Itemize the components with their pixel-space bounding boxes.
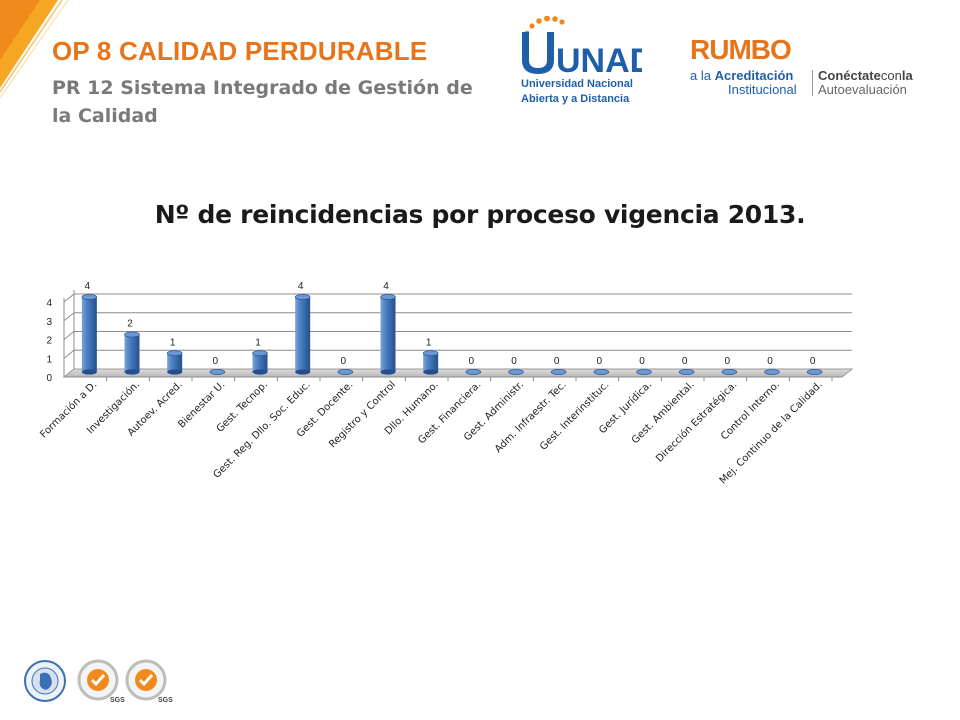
bar-top	[636, 369, 652, 375]
bar	[423, 353, 439, 372]
bar-top	[166, 350, 183, 357]
bar	[124, 334, 140, 372]
colombia-seal-icon	[24, 660, 66, 702]
page-subtitle: PR 12 Sistema Integrado de Gestión de la…	[52, 77, 473, 127]
bar-top	[721, 369, 738, 375]
gridline-depth	[63, 312, 75, 322]
bar-top	[806, 369, 823, 375]
rumbo-line1: a la Acreditación	[690, 68, 794, 83]
data-label: 0	[341, 356, 347, 367]
y-tick-label: 3	[46, 317, 52, 328]
bar-top	[593, 369, 610, 375]
page-title: OP 8 CALIDAD PERDURABLE	[52, 36, 428, 66]
bar-top	[337, 369, 354, 375]
unad-logo-mark	[522, 15, 565, 74]
bar-top	[124, 331, 140, 338]
bar	[167, 353, 183, 372]
data-label: 1	[170, 337, 176, 348]
y-tick-label: 2	[46, 336, 52, 347]
data-label: 4	[383, 281, 389, 292]
corner-decoration	[0, 0, 80, 100]
bar-base	[124, 369, 140, 375]
footer-logos: SGS SGS	[24, 656, 174, 706]
data-label: 4	[85, 281, 91, 292]
x-tick-label: Dirección Estratégica.	[653, 379, 739, 465]
bar	[81, 297, 97, 372]
bar-top	[764, 369, 780, 375]
data-label: 0	[682, 356, 688, 367]
data-label: 2	[127, 319, 133, 330]
bar	[295, 297, 311, 372]
data-label: 0	[511, 356, 517, 367]
bar-base	[423, 369, 439, 375]
rumbo-right-line2: Autoevaluación	[818, 82, 907, 97]
data-label: 0	[639, 356, 645, 367]
bar-top	[81, 294, 98, 300]
unad-logo: UNAD Universidad Nacional Abierta y a Di…	[516, 15, 642, 108]
bar-top	[209, 369, 226, 375]
bar-base	[81, 369, 97, 375]
bar-top	[422, 350, 439, 357]
data-label: 4	[298, 281, 304, 292]
data-label: 0	[213, 356, 219, 367]
bar	[252, 353, 268, 372]
bar-top	[380, 294, 396, 300]
data-label: 0	[597, 356, 603, 367]
y-tick-label: 0	[46, 373, 52, 384]
rumbo-logo: RUMBO a la Acreditación Institucional Co…	[688, 34, 928, 104]
y-tick-label: 4	[46, 298, 52, 309]
bar-top	[294, 294, 311, 300]
bar-top	[508, 369, 524, 375]
x-tick-label: Adm. Infraestr. Tec.	[493, 379, 569, 455]
rumbo-right-line1: Conéctateconla	[818, 68, 913, 83]
sgs-certification-icon-2: SGS	[125, 659, 173, 704]
bar-base	[380, 369, 396, 375]
bar-base	[295, 369, 311, 375]
bar-base	[167, 369, 183, 375]
bar	[380, 297, 396, 372]
chart-title: Nº de reincidencias por proceso vigencia…	[154, 200, 806, 229]
rumbo-line2: Institucional	[728, 82, 797, 97]
svg-text:SGS: SGS	[110, 697, 125, 704]
bar-top	[550, 369, 567, 375]
unad-logo-line1: Universidad Nacional	[521, 78, 633, 90]
bar-top	[252, 350, 268, 357]
sgs-certification-icon: SGS	[77, 659, 125, 704]
bar-base	[252, 369, 268, 375]
rumbo-wordmark: RUMBO	[690, 34, 792, 65]
data-label: 0	[810, 356, 816, 367]
y-tick-label: 1	[46, 354, 52, 365]
gridline-depth	[63, 349, 75, 359]
data-label: 0	[469, 356, 475, 367]
unad-wordmark: UNAD	[556, 42, 642, 78]
bar-top	[465, 369, 482, 375]
gridline-depth	[63, 293, 75, 303]
data-label: 0	[554, 356, 560, 367]
unad-logo-line2: Abierta y a Distancia	[521, 93, 630, 105]
data-label: 0	[767, 356, 773, 367]
data-label: 1	[255, 337, 261, 348]
svg-text:SGS: SGS	[158, 697, 173, 704]
gridline-depth	[63, 331, 75, 340]
data-label: 1	[426, 337, 432, 348]
data-label: 0	[725, 356, 731, 367]
rumbo-divider	[812, 70, 813, 96]
svg-text:UNAD: UNAD	[556, 42, 642, 78]
bar-top	[678, 369, 695, 375]
